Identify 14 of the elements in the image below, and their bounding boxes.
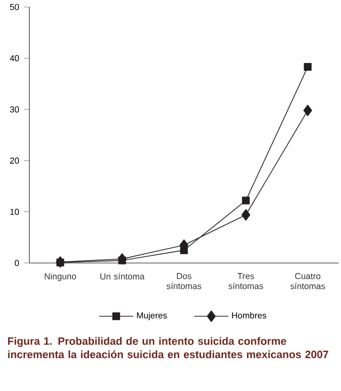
y-tick-label: 20	[10, 158, 19, 164]
legend-label: Hombres	[232, 312, 266, 318]
y-tick-label: 30	[10, 106, 19, 112]
x-tick-label: Tres síntomas	[228, 273, 264, 290]
x-tick-label: Cuatro síntomas	[290, 273, 325, 290]
x-tick-label: Dos síntomas	[166, 273, 202, 290]
y-tick-label: 10	[10, 208, 19, 215]
x-tick-label: Un síntoma	[100, 273, 145, 280]
legend-label: Mujeres	[137, 312, 167, 320]
y-tick-label: 50	[10, 4, 19, 10]
text: Figura 1. Probabilidad de un intento suicida conforme incrementa la ideación suicida en estudiantes mexicanos 2007	[8, 337, 328, 358]
y-tick-label: 0	[14, 260, 19, 266]
x-tick-label: Ninguno	[44, 273, 76, 282]
y-tick-label: 40	[10, 55, 19, 62]
